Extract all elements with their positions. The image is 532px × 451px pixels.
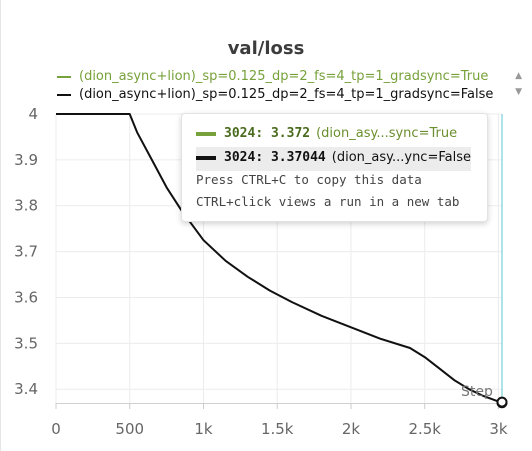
tooltip-hint-click: CTRL+click views a run in a new tab [196, 194, 460, 209]
series-line-0 [56, 113, 503, 404]
tooltip-row-gradsync-true: 3024: 3.372 (dion_asy...sync=True [196, 126, 457, 141]
tooltip-row-highlight [196, 147, 471, 171]
tooltip-colon: : [255, 126, 271, 141]
x-tick-label: 3k [489, 420, 508, 438]
x-tick-label: 2.5k [408, 420, 441, 438]
x-tick-label: 2k [342, 420, 361, 438]
hover-tooltip: 3024: 3.372 (dion_asy...sync=True 3024: 3… [181, 113, 488, 222]
legend-swatch-black [57, 93, 71, 96]
tooltip-run-name: (dion_asy...ync=False [331, 150, 471, 165]
tooltip-step: 3024 [224, 150, 256, 165]
tooltip-value: 3.37044 [270, 150, 326, 165]
y-tick-label: 3.9 [14, 151, 38, 169]
y-tick-label: 3.6 [14, 288, 38, 306]
legend-scroll-up-icon[interactable]: ▲ [515, 71, 522, 81]
panel-divider [0, 0, 1, 451]
legend-label-gradsync-true: (dion_async+lion)_sp=0.125_dp=2_fs=4_tp=… [79, 69, 489, 84]
tooltip-swatch-black [196, 155, 216, 160]
y-tick-label: 3.5 [14, 334, 38, 352]
y-tick-label: 4 [28, 105, 38, 123]
y-tick-label: 3.7 [14, 243, 38, 261]
tooltip-step: 3024 [224, 126, 256, 141]
tooltip-colon: : [255, 150, 271, 165]
hover-step-label: Step [461, 384, 493, 400]
tooltip-value: 3.372 [270, 126, 311, 141]
tooltip-row-gradsync-false: 3024: 3.37044 (dion_asy...ync=False [196, 150, 471, 165]
legend-item-gradsync-false[interactable]: (dion_async+lion)_sp=0.125_dp=2_fs=4_tp=… [57, 87, 493, 102]
hover-point-1 [496, 396, 508, 408]
x-tick-label: 1k [194, 420, 213, 438]
legend-swatch-green [57, 75, 71, 78]
tooltip-run-name: (dion_asy...sync=True [316, 126, 458, 141]
x-tick-label: 0 [51, 420, 61, 438]
y-tick-label: 3.4 [14, 380, 38, 398]
y-tick-label: 3.8 [14, 197, 38, 215]
x-tick-label: 1.5k [261, 420, 294, 438]
chart-title: val/loss [227, 38, 305, 59]
legend-scroll-down-icon[interactable]: ▼ [515, 87, 522, 97]
x-tick-label: 500 [115, 420, 144, 438]
legend-label-gradsync-false: (dion_async+lion)_sp=0.125_dp=2_fs=4_tp=… [79, 87, 494, 102]
tooltip-hint-copy: Press CTRL+C to copy this data [196, 172, 422, 187]
legend-item-gradsync-true[interactable]: (dion_async+lion)_sp=0.125_dp=2_fs=4_tp=… [57, 69, 488, 84]
tooltip-swatch-green [196, 131, 216, 136]
